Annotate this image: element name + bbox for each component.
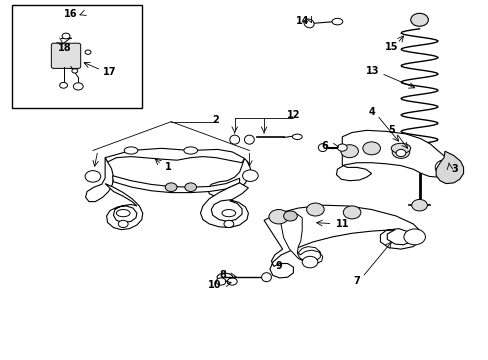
Text: 6: 6 [321,141,328,151]
Circle shape [85,171,101,182]
Text: 11: 11 [335,219,348,229]
Ellipse shape [390,143,410,153]
Polygon shape [336,130,449,181]
Circle shape [73,83,83,90]
Text: 16: 16 [64,9,78,19]
Ellipse shape [318,144,326,152]
Polygon shape [105,184,142,230]
Polygon shape [105,148,244,163]
Polygon shape [207,158,250,196]
Text: 13: 13 [365,66,379,76]
Text: 17: 17 [103,67,117,77]
Circle shape [165,183,177,192]
Ellipse shape [183,147,197,154]
Circle shape [242,170,258,181]
Circle shape [85,50,91,54]
Circle shape [268,210,288,224]
Circle shape [410,13,427,26]
Text: 18: 18 [58,42,71,53]
Ellipse shape [116,210,130,217]
Circle shape [337,144,346,151]
Circle shape [283,211,297,221]
Circle shape [403,229,425,245]
Text: 10: 10 [208,280,222,290]
FancyBboxPatch shape [51,43,81,68]
Polygon shape [112,176,239,193]
Ellipse shape [124,147,138,154]
Polygon shape [264,205,421,278]
Circle shape [302,256,317,268]
Circle shape [224,220,233,228]
Circle shape [72,69,78,73]
Circle shape [434,159,456,175]
Polygon shape [435,151,463,184]
Text: 2: 2 [211,114,218,125]
Text: 8: 8 [219,270,225,280]
Circle shape [227,278,237,285]
Text: 5: 5 [387,125,394,135]
Polygon shape [85,158,113,202]
Text: 3: 3 [450,164,457,174]
Circle shape [395,149,405,157]
Ellipse shape [222,210,235,217]
Bar [12,5,142,108]
Circle shape [60,82,67,88]
Ellipse shape [244,135,254,144]
Circle shape [184,183,196,192]
Circle shape [118,220,128,228]
Ellipse shape [261,273,271,282]
Text: 15: 15 [384,42,397,52]
Polygon shape [200,183,248,228]
Text: 14: 14 [295,16,308,26]
Circle shape [362,142,380,155]
Ellipse shape [331,18,342,25]
Text: 9: 9 [275,261,282,271]
Circle shape [340,145,358,158]
Circle shape [343,206,360,219]
Circle shape [216,278,225,285]
Text: 1: 1 [165,162,172,172]
Circle shape [62,33,70,39]
Circle shape [306,203,324,216]
Text: 12: 12 [286,110,300,120]
Circle shape [411,199,427,211]
Ellipse shape [304,19,313,28]
Text: 7: 7 [353,276,360,286]
Ellipse shape [229,135,239,144]
Polygon shape [279,213,322,264]
Ellipse shape [292,134,302,140]
Text: 4: 4 [367,107,374,117]
Circle shape [391,145,409,158]
Ellipse shape [217,273,232,281]
